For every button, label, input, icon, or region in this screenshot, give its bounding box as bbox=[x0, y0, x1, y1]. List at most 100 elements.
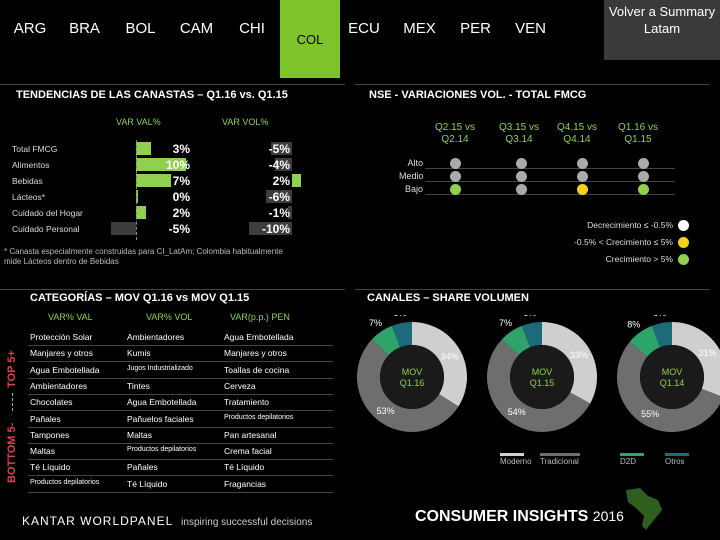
category-cell: Ambientadores bbox=[30, 380, 88, 391]
category-cell: Maltas bbox=[30, 446, 56, 457]
tab-ven[interactable]: VEN bbox=[515, 20, 546, 37]
donut-slice-label: 33% bbox=[570, 350, 588, 360]
category-cell: Té Líquido bbox=[30, 462, 71, 473]
back-to-summary-button[interactable]: Volver a Summary Latam bbox=[604, 0, 720, 60]
basket-vol-bar bbox=[270, 142, 292, 155]
basket-vol-bar bbox=[292, 174, 301, 187]
consumer-insights-logo: CONSUMER INSIGHTS 2016 bbox=[415, 508, 624, 526]
donut-slice-d2d bbox=[501, 325, 531, 356]
donut-slice-moderno bbox=[412, 322, 467, 407]
nse-title: NSE - VARIACIONES VOL. - TOTAL FMCG bbox=[369, 89, 587, 101]
category-cell: Pañuelos faciales bbox=[127, 413, 194, 424]
channel-legend-swatch bbox=[620, 453, 644, 456]
nse-row-label: Alto bbox=[407, 158, 423, 168]
tab-per[interactable]: PER bbox=[460, 20, 491, 37]
category-cell: Pañales bbox=[127, 462, 158, 473]
tab-chi[interactable]: CHI bbox=[239, 20, 265, 37]
basket-vol-bar bbox=[249, 222, 292, 235]
category-cell: Ambientadores bbox=[127, 332, 185, 342]
basket-val-bar bbox=[111, 222, 136, 235]
donut-slice-moderno bbox=[542, 322, 597, 404]
nse-dot bbox=[450, 184, 461, 195]
category-cell: Agua Embotellada bbox=[30, 364, 100, 375]
nse-legend-dot bbox=[678, 237, 689, 248]
category-cell: Maltas bbox=[127, 429, 153, 440]
kantar-name: KANTAR WORLDPANEL bbox=[22, 514, 173, 528]
nse-dot bbox=[638, 171, 649, 182]
basket-row-label: Alimentos bbox=[12, 160, 50, 170]
baskets-col-val: VAR VAL% bbox=[116, 117, 161, 127]
donut-slice-label: 7% bbox=[369, 318, 382, 328]
donut-slice-label: 6% bbox=[523, 315, 536, 318]
donut-slice-tradicional bbox=[617, 341, 720, 432]
category-cell: Té Líquido bbox=[224, 462, 265, 473]
category-cell: Pañales bbox=[30, 413, 61, 424]
category-cell: Cerveza bbox=[224, 380, 256, 391]
category-cell: Té Líquido bbox=[127, 478, 168, 489]
tab-col[interactable]: COL bbox=[280, 0, 340, 78]
category-cell: Manjares y otros bbox=[30, 348, 93, 359]
basket-row-label: Bebidas bbox=[12, 176, 43, 186]
nse-dot bbox=[516, 171, 527, 182]
tab-cam[interactable]: CAM bbox=[179, 20, 214, 37]
donut-slice-label: 6% bbox=[653, 315, 666, 318]
nse-legend-dot bbox=[678, 254, 689, 265]
nse-dot bbox=[577, 171, 588, 182]
tab-ecu[interactable]: ECU bbox=[348, 20, 380, 37]
tab-arg[interactable]: ARG bbox=[13, 20, 47, 37]
bottom5-label-wrap: BOTTOM 5- bbox=[6, 405, 18, 485]
basket-vol-label: 2% bbox=[272, 174, 290, 188]
donut-center-label: MOV bbox=[402, 367, 423, 377]
category-cell: Fragancias bbox=[224, 478, 267, 489]
donut-center-label: Q1.14 bbox=[660, 378, 685, 388]
cat-header-val: VAR% VAL bbox=[48, 312, 93, 322]
basket-row-label: Total FMCG bbox=[12, 144, 58, 154]
nse-dot bbox=[577, 158, 588, 169]
latam-map-icon bbox=[626, 488, 662, 530]
cat-header-vol: VAR% VOL bbox=[146, 312, 193, 322]
kantar-tagline: inspiring successful decisions bbox=[181, 517, 313, 528]
basket-row-label: Lácteos* bbox=[12, 192, 46, 202]
channel-legend-swatch bbox=[665, 453, 689, 456]
tab-bra[interactable]: BRA bbox=[69, 20, 100, 37]
donut-slice-label: 34% bbox=[441, 351, 459, 361]
nse-dot bbox=[450, 158, 461, 169]
channels-panel: CANALES – SHARE VOLUMEN MOV Q1.16 34% 53% 7%… bbox=[355, 285, 720, 470]
nse-header-1: Q2.15 vs Q2.14 bbox=[434, 122, 476, 145]
donut-slice-d2d bbox=[371, 325, 401, 356]
nse-dot bbox=[516, 158, 527, 169]
basket-vol-bar bbox=[287, 206, 292, 219]
country-nav: ARG BRA BOL CAM CHI COL ECU MEX PER VEN … bbox=[0, 0, 720, 78]
nse-row-label: Medio bbox=[399, 171, 424, 181]
basket-vol-bar bbox=[274, 158, 292, 171]
nse-dot bbox=[638, 184, 649, 195]
nse-header-4: Q1.16 vs Q1.15 bbox=[617, 122, 659, 145]
basket-val-label: 3% bbox=[172, 142, 190, 156]
basket-val-bar bbox=[136, 142, 151, 155]
donut-center-label: Q1.16 bbox=[400, 378, 425, 388]
basket-val-label: 2% bbox=[172, 206, 190, 220]
category-cell: Toallas de cocina bbox=[224, 364, 290, 375]
top5-label-wrap: TOP 5+ bbox=[6, 334, 18, 394]
channel-legend-label: D2D bbox=[620, 457, 637, 466]
category-cell: Kumis bbox=[127, 348, 151, 359]
category-cell: Pan artesanal bbox=[224, 429, 277, 440]
category-cell: Productos depilatorios bbox=[127, 446, 197, 454]
baskets-col-vol: VAR VOL% bbox=[222, 117, 269, 127]
basket-val-label: -5% bbox=[168, 222, 190, 236]
channel-legend-swatch bbox=[540, 453, 580, 456]
tab-mex[interactable]: MEX bbox=[403, 20, 436, 37]
nse-legend-label: Decrecimiento ≤ -0.5% bbox=[587, 220, 673, 230]
nse-header-2: Q3.15 vs Q3.14 bbox=[498, 122, 540, 145]
category-cell: Manjares y otros bbox=[224, 348, 287, 359]
donut-slice-d2d bbox=[629, 325, 661, 357]
basket-val-label: 0% bbox=[172, 190, 190, 204]
basket-vol-label: -1% bbox=[268, 206, 290, 220]
nse-dot bbox=[577, 184, 588, 195]
tab-bol[interactable]: BOL bbox=[125, 20, 156, 37]
nse-dot bbox=[638, 158, 649, 169]
donut-slice-label: 55% bbox=[641, 409, 659, 419]
donut-slice-otros bbox=[521, 322, 542, 348]
cat-header-pen: VAR(p.p.) PEN bbox=[230, 312, 290, 322]
donut-slice-tradicional bbox=[356, 339, 459, 432]
